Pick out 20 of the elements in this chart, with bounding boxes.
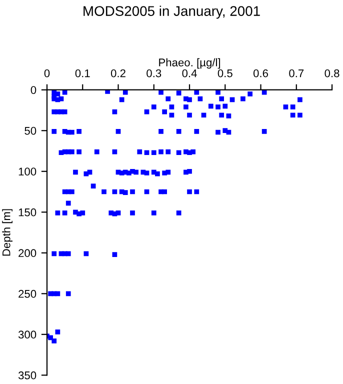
y-tick-label: 250 <box>18 290 36 298</box>
y-tick-label: 0 <box>30 86 36 94</box>
x-tick-label: 0.5 <box>218 69 232 78</box>
y-tick-label: 150 <box>18 208 36 216</box>
chart-title: MODS2005 in January, 2001 <box>84 6 260 19</box>
y-tick-label: 100 <box>18 168 36 176</box>
y-tick-label: 300 <box>18 330 36 339</box>
y-tick-label: 50 <box>24 126 36 135</box>
x-tick-label: 0.8 <box>324 69 340 78</box>
y-axis-title: Depth [m] <box>2 209 12 256</box>
x-axis-title: Phaeo. [µg/l] <box>159 58 220 69</box>
x-tick-label: 0 <box>44 69 50 78</box>
x-tick-label: 0.6 <box>253 69 268 78</box>
x-tick-label: 0.4 <box>182 69 197 78</box>
x-tick-label: 0.1 <box>75 69 90 78</box>
y-tick-label: 350 <box>18 371 36 380</box>
x-tick-label: 0.7 <box>289 69 304 78</box>
x-tick-label: 0.3 <box>146 69 162 78</box>
x-tick-label: 0.2 <box>110 69 126 78</box>
y-tick-label: 200 <box>18 249 36 258</box>
